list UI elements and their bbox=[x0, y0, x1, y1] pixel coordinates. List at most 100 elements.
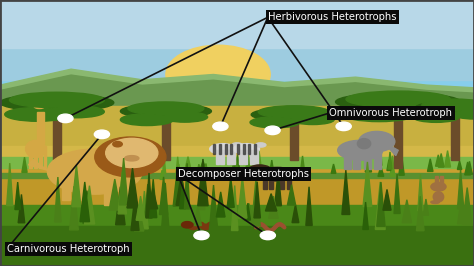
Polygon shape bbox=[231, 170, 236, 180]
Bar bbox=[294, 171, 301, 172]
Polygon shape bbox=[238, 177, 247, 218]
Bar bbox=[0, 205, 474, 266]
Ellipse shape bbox=[47, 149, 142, 194]
Polygon shape bbox=[275, 171, 282, 206]
Polygon shape bbox=[383, 189, 391, 210]
Polygon shape bbox=[269, 196, 278, 218]
Bar bbox=[263, 172, 267, 189]
Polygon shape bbox=[70, 186, 78, 230]
Ellipse shape bbox=[343, 107, 416, 122]
Polygon shape bbox=[141, 191, 148, 229]
Ellipse shape bbox=[251, 108, 337, 122]
Polygon shape bbox=[55, 177, 61, 222]
Bar bbox=[39, 146, 42, 168]
Bar bbox=[290, 115, 298, 160]
Polygon shape bbox=[254, 182, 260, 218]
Polygon shape bbox=[150, 153, 153, 167]
Polygon shape bbox=[203, 164, 209, 177]
Bar bbox=[269, 172, 273, 189]
Circle shape bbox=[182, 222, 192, 227]
Circle shape bbox=[246, 165, 273, 180]
Ellipse shape bbox=[337, 140, 383, 160]
Polygon shape bbox=[162, 183, 169, 229]
Polygon shape bbox=[227, 177, 234, 207]
Polygon shape bbox=[388, 152, 392, 169]
Ellipse shape bbox=[120, 104, 211, 119]
Polygon shape bbox=[194, 206, 201, 226]
Bar bbox=[213, 144, 215, 154]
Bar bbox=[0, 0, 474, 112]
Polygon shape bbox=[173, 167, 182, 206]
Bar bbox=[280, 172, 284, 189]
Polygon shape bbox=[365, 158, 372, 172]
Circle shape bbox=[113, 142, 122, 147]
Bar bbox=[230, 144, 232, 154]
Bar bbox=[0, 226, 474, 266]
Polygon shape bbox=[457, 198, 465, 224]
Polygon shape bbox=[363, 162, 372, 206]
Polygon shape bbox=[198, 159, 208, 206]
Polygon shape bbox=[394, 174, 400, 213]
Bar bbox=[243, 144, 245, 154]
Bar bbox=[123, 168, 132, 205]
Bar bbox=[168, 118, 185, 120]
Polygon shape bbox=[109, 179, 120, 210]
Bar bbox=[29, 146, 32, 168]
Bar bbox=[436, 118, 453, 120]
Polygon shape bbox=[378, 150, 382, 165]
Circle shape bbox=[194, 231, 209, 240]
Polygon shape bbox=[466, 161, 473, 174]
Polygon shape bbox=[287, 185, 296, 205]
Ellipse shape bbox=[128, 102, 204, 115]
Polygon shape bbox=[301, 156, 305, 173]
Bar bbox=[457, 115, 474, 117]
Circle shape bbox=[207, 222, 217, 227]
Ellipse shape bbox=[386, 105, 448, 118]
Bar bbox=[344, 149, 351, 169]
Polygon shape bbox=[390, 156, 395, 177]
Bar bbox=[227, 150, 230, 164]
Polygon shape bbox=[375, 182, 385, 230]
Bar bbox=[216, 150, 219, 164]
Polygon shape bbox=[246, 153, 250, 171]
Polygon shape bbox=[269, 160, 275, 179]
Ellipse shape bbox=[346, 91, 450, 107]
Polygon shape bbox=[200, 166, 205, 210]
Polygon shape bbox=[176, 174, 186, 205]
Bar bbox=[0, 0, 474, 80]
Bar bbox=[76, 168, 84, 200]
Polygon shape bbox=[184, 163, 190, 209]
Bar bbox=[104, 168, 113, 205]
Bar bbox=[254, 144, 256, 154]
Ellipse shape bbox=[9, 92, 104, 108]
Bar bbox=[62, 168, 70, 200]
Polygon shape bbox=[28, 160, 47, 170]
Bar bbox=[220, 150, 224, 164]
Bar bbox=[364, 149, 371, 169]
Polygon shape bbox=[15, 182, 20, 210]
Polygon shape bbox=[119, 158, 128, 205]
Ellipse shape bbox=[34, 104, 45, 109]
Polygon shape bbox=[265, 194, 277, 211]
Bar bbox=[225, 144, 227, 154]
Polygon shape bbox=[256, 149, 262, 170]
Bar bbox=[401, 113, 417, 114]
Polygon shape bbox=[306, 187, 312, 226]
Ellipse shape bbox=[5, 107, 71, 121]
Ellipse shape bbox=[258, 106, 329, 118]
Polygon shape bbox=[235, 155, 240, 172]
Bar bbox=[287, 172, 291, 189]
Bar bbox=[394, 102, 402, 168]
Polygon shape bbox=[402, 200, 411, 223]
Ellipse shape bbox=[245, 172, 253, 175]
Bar bbox=[0, 173, 474, 178]
Ellipse shape bbox=[120, 114, 173, 126]
Ellipse shape bbox=[454, 110, 474, 119]
Bar bbox=[162, 111, 170, 160]
Bar bbox=[0, 157, 474, 168]
Ellipse shape bbox=[415, 101, 474, 114]
Polygon shape bbox=[160, 170, 164, 179]
Polygon shape bbox=[378, 166, 383, 176]
Bar bbox=[435, 176, 438, 184]
Polygon shape bbox=[438, 153, 444, 167]
